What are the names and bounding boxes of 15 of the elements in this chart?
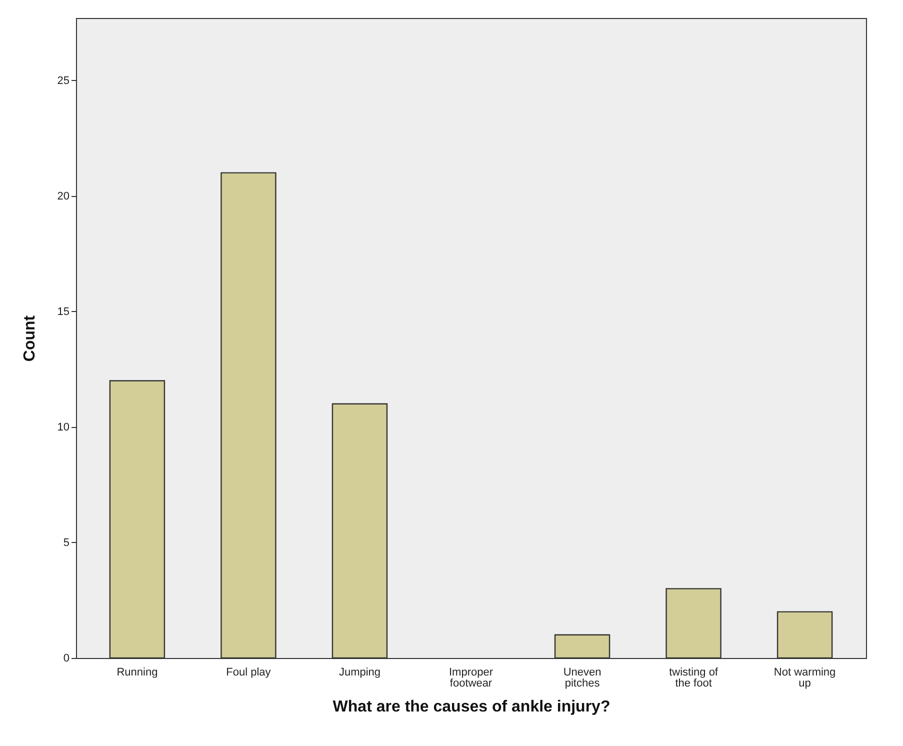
- y-tick-label: 15: [57, 306, 70, 318]
- y-tick-label: 25: [57, 74, 70, 87]
- y-tick-label: 5: [63, 536, 70, 549]
- x-axis-title: What are the causes of ankle injury?: [332, 698, 610, 716]
- x-tick-label: Improper footwear: [448, 666, 494, 690]
- x-tick-label: Jumping: [338, 666, 381, 678]
- x-tick-label: twisting of the foot: [669, 666, 719, 690]
- x-tick-label: Foul play: [226, 666, 272, 678]
- x-tick-label: Not warming up: [774, 666, 836, 690]
- y-tick-label: 10: [57, 421, 70, 434]
- y-tick-label: 0: [63, 652, 70, 664]
- y-axis-title: Count: [21, 314, 38, 362]
- x-tick-label: Uneven pitches: [563, 666, 602, 690]
- x-tick-label: Running: [116, 666, 158, 678]
- y-tick-label: 20: [57, 190, 70, 202]
